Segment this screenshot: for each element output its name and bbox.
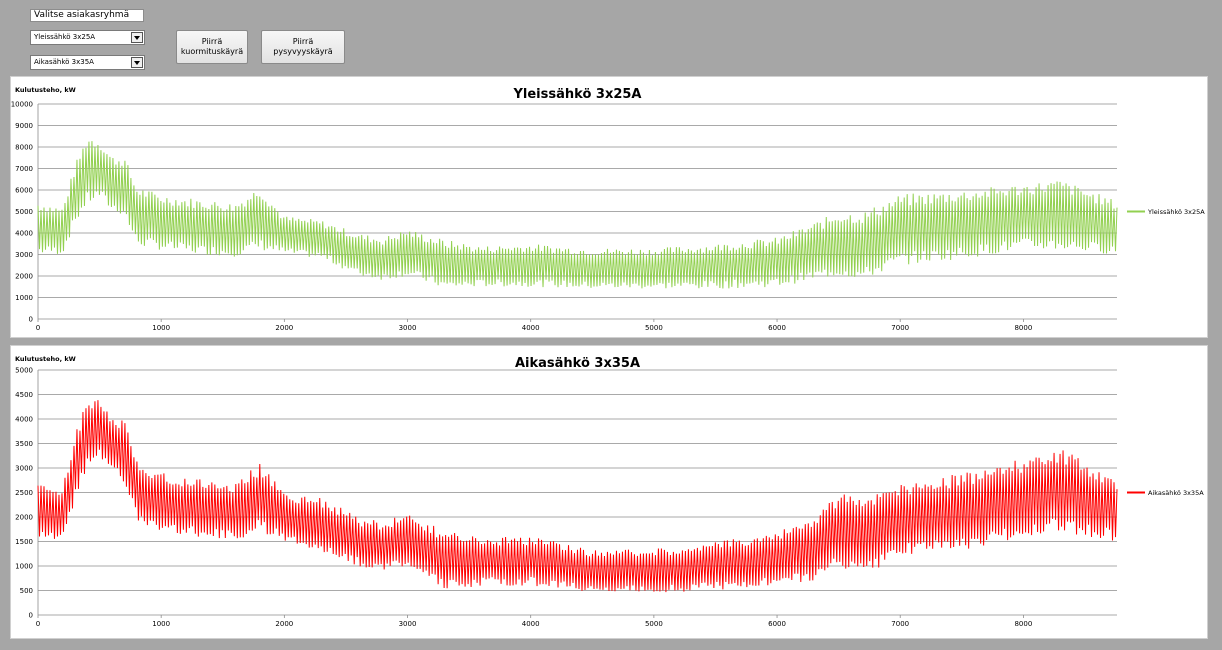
- legend-label: Yleissähkö 3x25A: [1147, 208, 1205, 216]
- x-tick-label: 4000: [522, 324, 540, 332]
- x-tick-label: 0: [36, 324, 40, 332]
- y-tick-label: 3000: [15, 465, 33, 473]
- chevron-down-icon[interactable]: [131, 32, 143, 43]
- x-tick-label: 3000: [399, 324, 417, 332]
- y-tick-label: 5000: [15, 208, 33, 216]
- y-tick-label: 7000: [15, 165, 33, 173]
- x-tick-label: 6000: [768, 324, 786, 332]
- draw-load-curve-button[interactable]: Piirrä kuormituskäyrä: [176, 30, 248, 64]
- y-tick-label: 6000: [15, 187, 33, 195]
- x-tick-label: 1000: [152, 620, 170, 628]
- chart-title: Yleissähkö 3x25A: [513, 87, 642, 102]
- x-tick-label: 2000: [275, 620, 293, 628]
- y-tick-label: 4500: [15, 391, 33, 399]
- x-tick-label: 0: [36, 620, 40, 628]
- x-tick-label: 5000: [645, 620, 663, 628]
- load-chart-2: 0 500 1000 1500 2000 2500 3000 3500 4000 4500 5000…: [15, 355, 1204, 628]
- select-2-value: Aikasähkö 3x35A: [34, 58, 94, 66]
- customer-group-label: Valitse asiakasryhmä: [30, 9, 144, 22]
- x-tick-label: 4000: [522, 620, 540, 628]
- customer-group-select-2[interactable]: Aikasähkö 3x35A: [30, 55, 145, 70]
- y-axis-label: Kulutusteho, kW: [15, 86, 76, 94]
- y-tick-label: 4000: [15, 416, 33, 424]
- y-tick-label: 1000: [15, 294, 33, 302]
- draw-duration-curve-button[interactable]: Piirrä pysyvyyskäyrä: [261, 30, 345, 64]
- series-line: [37, 141, 1118, 289]
- customer-group-select-1[interactable]: Yleissähkö 3x25A: [30, 30, 145, 45]
- select-1-value: Yleissähkö 3x25A: [34, 33, 96, 41]
- load-chart-1: 0 1000 2000 3000 4000 5000 6000 7000 8000 9000 100…: [11, 86, 1205, 332]
- y-tick-label: 1500: [15, 538, 33, 546]
- y-tick-label: 10000: [11, 101, 33, 109]
- chart-panel-1: 0 1000 2000 3000 4000 5000 6000 7000 8000 9000 100…: [10, 76, 1208, 338]
- x-tick-label: 1000: [152, 324, 170, 332]
- x-tick-label: 5000: [645, 324, 663, 332]
- x-tick-label: 8000: [1014, 620, 1032, 628]
- x-tick-label: 2000: [275, 324, 293, 332]
- chevron-down-icon[interactable]: [131, 57, 143, 68]
- x-tick-label: 3000: [399, 620, 417, 628]
- y-tick-label: 5000: [15, 367, 33, 375]
- series-line: [37, 400, 1118, 593]
- y-tick-label: 3500: [15, 440, 33, 448]
- chart-title: Aikasähkö 3x35A: [515, 356, 640, 371]
- y-tick-label: 1000: [15, 563, 33, 571]
- y-tick-label: 2500: [15, 489, 33, 497]
- x-tick-label: 7000: [891, 620, 909, 628]
- y-tick-label: 2000: [15, 514, 33, 522]
- chart-panel-2: 0 500 1000 1500 2000 2500 3000 3500 4000 4500 5000…: [10, 345, 1208, 639]
- y-tick-label: 2000: [15, 273, 33, 281]
- y-tick-label: 4000: [15, 230, 33, 238]
- y-tick-label: 0: [29, 612, 33, 620]
- y-tick-label: 9000: [15, 122, 33, 130]
- x-tick-label: 7000: [891, 324, 909, 332]
- y-tick-label: 0: [29, 316, 33, 324]
- y-tick-label: 8000: [15, 144, 33, 152]
- y-tick-label: 3000: [15, 251, 33, 259]
- legend-label: Aikasähkö 3x35A: [1148, 489, 1204, 497]
- x-tick-label: 8000: [1014, 324, 1032, 332]
- y-axis-label: Kulutusteho, kW: [15, 355, 76, 363]
- y-tick-label: 500: [20, 587, 33, 595]
- x-tick-label: 6000: [768, 620, 786, 628]
